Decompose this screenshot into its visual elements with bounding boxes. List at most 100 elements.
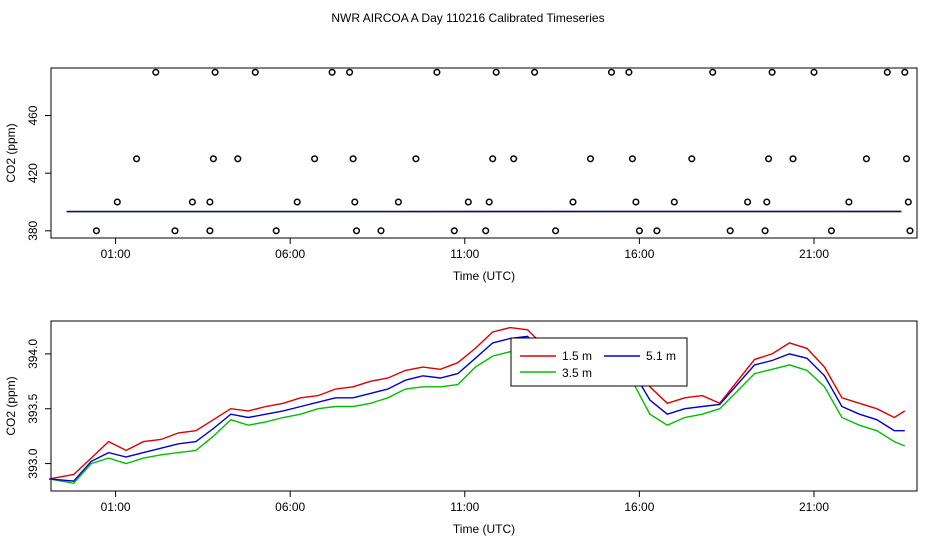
top-chart-point-35 <box>609 70 615 76</box>
legend-label-3-5m: 3.5 m <box>562 366 592 380</box>
bottom-chart: 01:00 06:00 11:00 16:00 21:00 393.0 393.5 394.… <box>4 321 917 536</box>
top-chart-point-41 <box>672 199 678 205</box>
top-chart-point-57 <box>904 156 910 162</box>
top-chart-point-27 <box>486 199 492 205</box>
legend-label-1-5m: 1.5 m <box>562 349 592 363</box>
top-chart-point-33 <box>570 199 576 205</box>
top-chart-point-56 <box>902 70 908 76</box>
top-chart-point-28 <box>490 156 496 162</box>
top-chart-point-13 <box>294 199 300 205</box>
bottom-chart-y-tick-label-1: 393.5 <box>26 393 40 423</box>
top-chart-point-1 <box>115 199 121 205</box>
top-chart-point-20 <box>378 228 384 234</box>
top-chart-point-29 <box>493 70 499 76</box>
top-chart-point-14 <box>312 156 318 162</box>
top-chart-point-22 <box>413 156 419 162</box>
top-chart-ylabel: CO2 (ppm) <box>4 123 18 182</box>
bottom-chart-series-3-5-m <box>49 347 905 483</box>
bottom-chart-x-tick-label-4: 21:00 <box>799 500 829 514</box>
bottom-chart-x-tick-label-1: 06:00 <box>275 500 305 514</box>
top-chart-x-tick-label-3: 16:00 <box>624 247 654 261</box>
top-chart-x-tick-label-1: 06:00 <box>275 247 305 261</box>
top-chart-point-37 <box>630 156 636 162</box>
top-chart-point-48 <box>766 156 772 162</box>
top-chart-x-tick-label-4: 21:00 <box>799 247 829 261</box>
top-chart-point-38 <box>633 199 639 205</box>
top-chart-point-53 <box>846 199 852 205</box>
legend-label-5-1m: 5.1 m <box>646 349 676 363</box>
top-chart-y-tick-label-2: 460 <box>26 105 40 125</box>
top-chart-point-24 <box>452 228 458 234</box>
top-chart-point-3 <box>153 70 159 76</box>
top-chart-point-30 <box>511 156 517 162</box>
bottom-chart-series <box>49 328 905 484</box>
top-chart-point-31 <box>532 70 538 76</box>
top-chart-x-tick-label-2: 11:00 <box>450 247 479 261</box>
top-chart-point-19 <box>354 228 360 234</box>
top-chart-point-18 <box>352 199 358 205</box>
top-chart-point-36 <box>626 70 632 76</box>
top-chart: 01:00 06:00 11:00 16:00 21:00 380 420 460 Time… <box>4 68 917 283</box>
top-chart-point-6 <box>207 228 213 234</box>
top-chart-point-59 <box>907 228 913 234</box>
top-chart-point-21 <box>396 199 402 205</box>
top-chart-point-45 <box>745 199 751 205</box>
top-chart-point-15 <box>329 70 335 76</box>
legend: 1.5 m 5.1 m 3.5 m <box>511 338 687 386</box>
bottom-chart-y-tick-label-0: 393.0 <box>26 448 40 478</box>
top-chart-x-tick-label-0: 01:00 <box>101 247 131 261</box>
top-chart-point-7 <box>207 199 213 205</box>
bottom-chart-series-5-1-m <box>49 336 905 481</box>
top-chart-y-tick-label-1: 420 <box>26 163 40 183</box>
top-chart-point-44 <box>727 228 733 234</box>
top-chart-point-2 <box>134 156 140 162</box>
top-chart-point-43 <box>710 70 716 76</box>
bottom-chart-x-tick-label-2: 11:00 <box>450 500 479 514</box>
bottom-chart-x-tick-label-3: 16:00 <box>624 500 654 514</box>
top-chart-point-8 <box>211 156 217 162</box>
top-chart-point-9 <box>212 70 218 76</box>
figure-title: NWR AIRCOA A Day 110216 Calibrated Times… <box>331 11 604 25</box>
top-chart-point-12 <box>273 228 279 234</box>
top-chart-point-46 <box>762 228 768 234</box>
top-chart-point-34 <box>588 156 594 162</box>
top-chart-point-23 <box>434 70 440 76</box>
top-chart-point-0 <box>94 228 100 234</box>
bottom-chart-x-axis: 01:00 06:00 11:00 16:00 21:00 <box>101 491 830 514</box>
top-chart-xlabel: Time (UTC) <box>453 269 515 283</box>
top-chart-point-47 <box>764 199 770 205</box>
top-chart-point-17 <box>350 156 356 162</box>
bottom-chart-xlabel: Time (UTC) <box>453 522 515 536</box>
top-chart-point-16 <box>347 70 353 76</box>
bottom-chart-y-axis: 393.0 393.5 394.0 <box>26 339 51 479</box>
top-chart-point-51 <box>811 70 817 76</box>
top-chart-point-40 <box>654 228 660 234</box>
bottom-chart-x-tick-label-0: 01:00 <box>101 500 131 514</box>
top-chart-point-58 <box>906 199 912 205</box>
top-chart-point-10 <box>235 156 241 162</box>
top-chart-point-25 <box>466 199 472 205</box>
top-chart-y-tick-label-0: 380 <box>26 220 40 240</box>
top-chart-point-50 <box>790 156 796 162</box>
top-chart-point-54 <box>864 156 870 162</box>
top-chart-points <box>94 70 913 234</box>
bottom-chart-y-tick-label-2: 394.0 <box>26 339 40 369</box>
top-chart-y-axis: 380 420 460 <box>26 105 51 241</box>
top-chart-point-32 <box>553 228 559 234</box>
top-chart-point-11 <box>253 70 259 76</box>
bottom-chart-ylabel: CO2 (ppm) <box>4 376 18 435</box>
top-chart-point-52 <box>829 228 835 234</box>
top-chart-point-5 <box>190 199 196 205</box>
top-chart-frame <box>51 68 917 238</box>
bottom-chart-series-1-5-m <box>49 328 905 479</box>
top-chart-point-42 <box>689 156 695 162</box>
bottom-chart-frame <box>51 321 917 491</box>
top-chart-point-39 <box>637 228 643 234</box>
top-chart-point-4 <box>172 228 178 234</box>
top-chart-point-49 <box>769 70 775 76</box>
top-chart-point-55 <box>885 70 891 76</box>
top-chart-x-axis: 01:00 06:00 11:00 16:00 21:00 <box>101 238 830 261</box>
top-chart-point-26 <box>483 228 489 234</box>
